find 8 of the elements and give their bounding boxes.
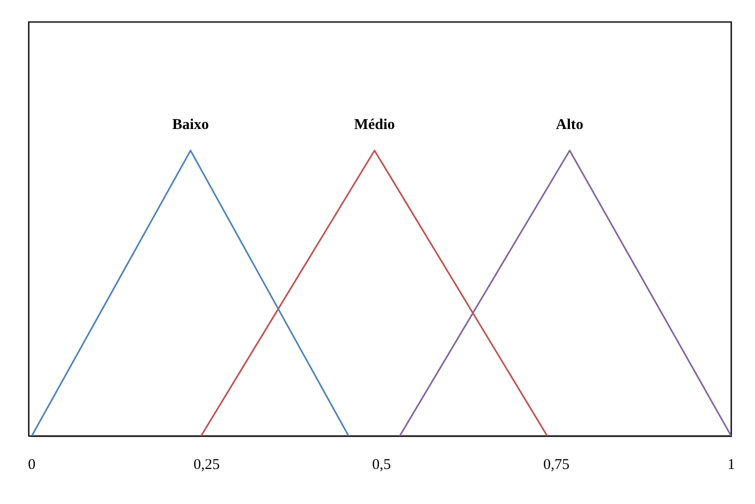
series-label: Alto	[556, 116, 584, 133]
series-label: Médio	[354, 116, 395, 133]
x-tick-label: 0,5	[372, 456, 391, 473]
x-tick-label: 0	[28, 456, 36, 473]
series-label: Baixo	[172, 116, 209, 133]
x-tick-label: 0,25	[194, 456, 220, 473]
x-tick-label: 1	[728, 456, 735, 473]
x-tick-label: 0,75	[543, 456, 570, 473]
